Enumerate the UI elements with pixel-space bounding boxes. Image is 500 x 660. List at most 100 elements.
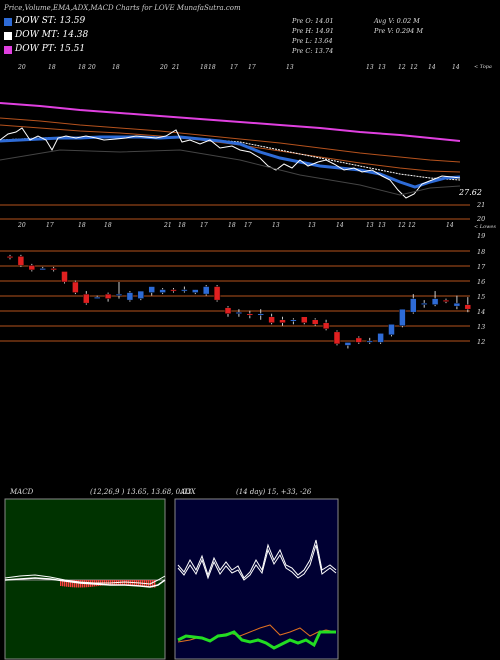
top-day-label: 12 [398,64,406,71]
macd-histogram-bar [108,580,110,585]
candle-body [83,293,90,304]
chart-title: Price,Volume,EMA,ADX,MACD Charts for LOV… [4,4,241,12]
adx-minus-di-line [177,544,337,581]
candle-body [311,319,319,325]
stat-pre-volume: Pre V: 0.294 M [374,27,424,35]
adx-label: ADX [180,488,196,496]
price-axis-label: 13 [477,323,486,331]
mid-day-label: 14 [336,222,344,229]
candle-body [420,302,428,305]
ema-st-line [0,135,461,189]
mid-day-label: 18 [78,222,86,229]
price-axis-label: 14 [477,308,486,316]
candle-body [61,271,68,283]
macd-histogram-bar [154,580,156,588]
candle-body [464,304,472,310]
price-close-line [0,127,461,199]
candle-body [159,289,166,293]
mid-day-label: 12 [398,222,406,229]
mid-day-label: 13 [308,222,316,229]
candle-body [257,313,264,316]
candle-body [192,289,199,293]
adx-params: (14 day) 15, +33, -26 [236,488,312,496]
candle-body [279,319,286,324]
candle-body [453,302,461,307]
candle-body [333,331,341,345]
candle-body [170,289,177,292]
price-axis-label: 16 [477,278,486,286]
macd-panel [4,498,166,660]
top-day-label: 18 [78,64,86,71]
candle-body [72,281,79,293]
macd-histogram-bar [76,580,78,588]
candle-body [399,308,406,327]
candle-body [50,268,57,271]
mid-day-label: 21 [164,222,172,229]
top-scale-label: < Topa [474,64,492,70]
adx-panel [174,498,339,660]
price-axis-label: 19 [477,232,486,240]
stat-high: Pre H: 14.91 [292,27,334,35]
ema-value-label: 27.62 [459,188,482,197]
candle-body [431,298,439,305]
candle-body [202,286,210,295]
top-day-label: 18 [48,64,56,71]
macd-line [4,574,166,585]
top-day-label: 17 [248,64,256,71]
candle-body [366,340,373,343]
adx-green-line [177,630,336,650]
candle-body [28,265,36,271]
macd-histogram-bar [62,580,64,587]
stat-open: Pre O: 14.01 [292,17,334,25]
ema-pt-line [0,102,461,142]
candle-body [246,313,254,316]
mid-day-label: 13 [378,222,386,229]
candle-body [355,337,363,343]
candle-body [181,289,188,292]
macd-histogram-bar [70,580,72,588]
candle-body [322,322,330,330]
candle-body [410,298,417,313]
lower-scale-label: < Lowes [474,224,496,230]
mid-day-label: 18 [228,222,236,229]
candle-body [137,290,145,299]
adx-plus-di-line [177,539,337,579]
candle-body [93,296,101,299]
candle-body [224,307,232,314]
candle-body [39,268,46,271]
top-day-label: 17 [230,64,238,71]
candlestick-series [6,254,472,349]
macd-params: (12,26,9 ) 13.65, 13.68, 0.03 [90,488,192,496]
mid-day-label: 12 [408,222,416,229]
candle-body [301,316,308,324]
macd-histogram-bar [68,580,70,587]
price-axis-label: 15 [477,293,486,301]
dow-mt-square-icon [4,32,12,40]
dow-pt-label: DOW PT: 15.51 [15,44,86,54]
candle-body [377,333,384,343]
candle-black-line [0,149,461,196]
price-axis-label: 18 [477,248,486,256]
ema-long-brown-line [0,117,461,163]
macd-histogram-bar [110,580,112,585]
mid-day-label: 18 [104,222,112,229]
top-day-label: 18 [200,64,208,71]
candle-body [388,324,395,336]
candle-body [6,256,14,259]
dow-st-label: DOW ST: 13.59 [15,16,86,26]
top-day-label: 20 [160,64,168,71]
top-day-label: 14 [452,64,460,71]
top-day-label: 13 [378,64,386,71]
price-grid [0,204,470,342]
top-day-label: 18 [112,64,120,71]
macd-histogram-bar [152,580,154,588]
macd-histogram-bar [64,580,66,587]
price-axis-label: 21 [477,201,486,209]
candle-body [268,316,275,324]
candle-body [442,299,450,302]
candle-body [148,286,155,293]
top-day-label: 12 [410,64,418,71]
mid-day-label: 18 [178,222,186,229]
candle-body [17,256,25,266]
